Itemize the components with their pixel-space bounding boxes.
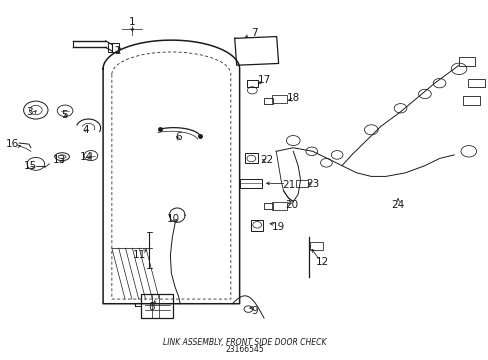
Text: 9: 9 (250, 306, 257, 316)
Text: 7: 7 (250, 28, 257, 38)
Text: 16: 16 (6, 139, 20, 149)
Text: 5: 5 (61, 111, 67, 121)
Text: 13: 13 (53, 155, 66, 165)
Text: 11: 11 (133, 250, 146, 260)
Text: 19: 19 (271, 222, 285, 231)
Text: 17: 17 (257, 75, 270, 85)
Text: 15: 15 (23, 161, 37, 171)
Text: 2: 2 (114, 46, 121, 56)
Text: 20: 20 (285, 200, 298, 210)
Text: 10: 10 (167, 215, 180, 224)
Text: 23166545: 23166545 (224, 345, 264, 354)
Text: 3: 3 (25, 107, 32, 117)
Text: 21: 21 (281, 180, 294, 190)
Text: LINK ASSEMBLY, FRONT SIDE DOOR CHECK: LINK ASSEMBLY, FRONT SIDE DOOR CHECK (163, 338, 325, 347)
Text: 24: 24 (391, 200, 404, 210)
Text: 4: 4 (82, 125, 89, 135)
Text: 23: 23 (305, 179, 319, 189)
Text: 12: 12 (315, 257, 328, 267)
Text: 14: 14 (79, 152, 92, 162)
Text: 1: 1 (129, 17, 135, 27)
Text: 8: 8 (148, 302, 155, 312)
Text: 6: 6 (175, 132, 182, 142)
Text: 18: 18 (286, 93, 299, 103)
Text: 22: 22 (259, 155, 272, 165)
